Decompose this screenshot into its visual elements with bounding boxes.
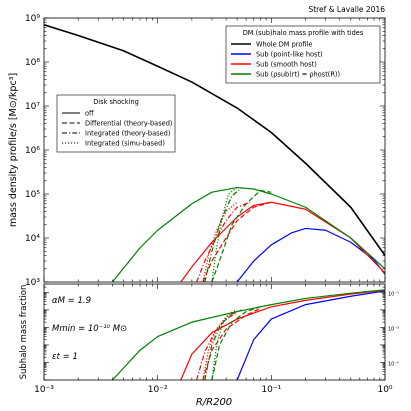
bottom-y-axis-label: Subhalo mass fraction: [19, 285, 29, 380]
bottom-y-tick-label: 10⁻³: [388, 326, 399, 332]
legend-profiles: DM (sub)halo mass profile with tides Who…: [225, 25, 381, 84]
top-series-line: [204, 187, 243, 282]
top-series-line: [202, 201, 272, 282]
legend-shocking-title: Disk shocking: [93, 98, 139, 106]
x-tick-label: 10⁻³: [34, 385, 54, 395]
top-series-line: [44, 24, 385, 256]
bottom-y-tick-label: 10⁻⁵: [388, 361, 399, 367]
legend-profiles-label: Sub (smooth host): [256, 60, 317, 68]
legend-profiles-label: Sub (ρsub(rt) = ρhost(R)): [256, 70, 340, 78]
bottom-series-lines: [111, 289, 385, 380]
top-axis-ticks: 10³ 10⁴ 10⁵ 10⁶ 10⁷ 10⁸ 10⁹: [25, 14, 386, 288]
annotation-epsilon: εt = 1: [52, 352, 78, 362]
top-y-tick-label: 10⁸: [25, 58, 40, 68]
bottom-series-line: [202, 311, 238, 380]
top-series-line: [202, 201, 238, 282]
annotation-alpha: αM = 1.9: [52, 296, 91, 306]
top-series-line: [111, 186, 385, 282]
bottom-series-line: [204, 309, 243, 380]
legend-profiles-label: Sub (point-like host): [256, 50, 323, 58]
legend-profiles-title: DM (sub)halo mass profile with tides: [243, 29, 364, 37]
bottom-panel: 10⁻⁵ 10⁻³ 10⁻¹ 10⁻³ 10⁻² 10⁻¹ 10⁰ Subhalo mass…: [19, 283, 399, 408]
legend-shocking-box: [56, 94, 176, 153]
bottom-series-line: [236, 290, 385, 380]
bottom-series-line: [211, 309, 238, 380]
bottom-series-line: [211, 306, 261, 380]
top-y-tick-label: 10⁹: [25, 14, 40, 24]
bottom-y-tick-label: 10⁻¹: [388, 291, 399, 297]
legend-shocking-label: Integrated (simu-based): [85, 139, 165, 147]
legend-shocking: Disk shocking off Differential (theory-ba…: [56, 94, 176, 153]
top-series-lines: [44, 24, 385, 282]
top-panel: 10³ 10⁴ 10⁵ 10⁶ 10⁷ 10⁸ 10⁹ mass density profi…: [8, 14, 386, 288]
bottom-series-line: [202, 307, 261, 380]
x-tick-label: 10⁰: [377, 385, 392, 395]
top-y-tick-label: 10⁷: [25, 102, 40, 112]
legend-profiles-label: Whole DM profile: [256, 40, 312, 48]
legend-shocking-label: Differential (theory-based): [85, 119, 172, 127]
legend-profiles-box: [225, 25, 381, 84]
x-tick-label: 10⁻²: [148, 385, 168, 395]
top-y-tick-label: 10³: [25, 278, 40, 288]
legend-shocking-label: Integrated (theory-based): [85, 129, 170, 137]
legend-shocking-entries: off Differential (theory-based) Integrated…: [62, 109, 172, 147]
bottom-series-line: [180, 289, 385, 380]
top-axes-box: [43, 17, 386, 283]
top-y-tick-label: 10⁶: [25, 146, 40, 156]
top-y-tick-label: 10⁴: [25, 234, 40, 244]
bottom-axes-box: [43, 283, 386, 381]
top-y-axis-label: mass density profile/s [M⊙/kpc³]: [8, 73, 19, 227]
bottom-series-line: [196, 312, 238, 380]
legend-shocking-label: off: [85, 109, 94, 117]
x-axis-label-main: R/R200: [196, 397, 232, 408]
legend-profiles-entries: Whole DM profile Sub (point-like host) Sub…: [231, 40, 340, 78]
top-y-tick-label: 10⁵: [25, 190, 40, 200]
top-series-line: [211, 187, 238, 282]
top-series-line: [211, 189, 272, 282]
annotation-mmin: Mmin = 10⁻¹⁰ M⊙: [52, 324, 127, 334]
x-tick-label: 10⁻¹: [261, 385, 281, 395]
credit-text: Stref & Lavalle 2016: [308, 5, 385, 14]
bottom-axis-ticks: 10⁻⁵ 10⁻³ 10⁻¹ 10⁻³ 10⁻² 10⁻¹ 10⁰: [34, 283, 399, 395]
x-axis-label: R/R200: [196, 397, 232, 408]
